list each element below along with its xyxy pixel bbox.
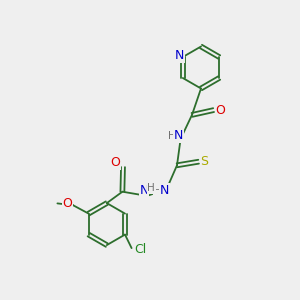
Text: H: H bbox=[168, 131, 176, 141]
Text: N: N bbox=[160, 184, 169, 197]
Text: O: O bbox=[215, 103, 225, 117]
Text: S: S bbox=[201, 155, 208, 168]
Text: O: O bbox=[63, 197, 73, 210]
Text: N: N bbox=[174, 129, 184, 142]
Text: H: H bbox=[154, 185, 161, 196]
Text: Cl: Cl bbox=[134, 243, 147, 256]
Text: N: N bbox=[139, 184, 149, 197]
Text: H: H bbox=[147, 183, 155, 193]
Text: N: N bbox=[175, 49, 184, 62]
Text: O: O bbox=[110, 156, 120, 170]
